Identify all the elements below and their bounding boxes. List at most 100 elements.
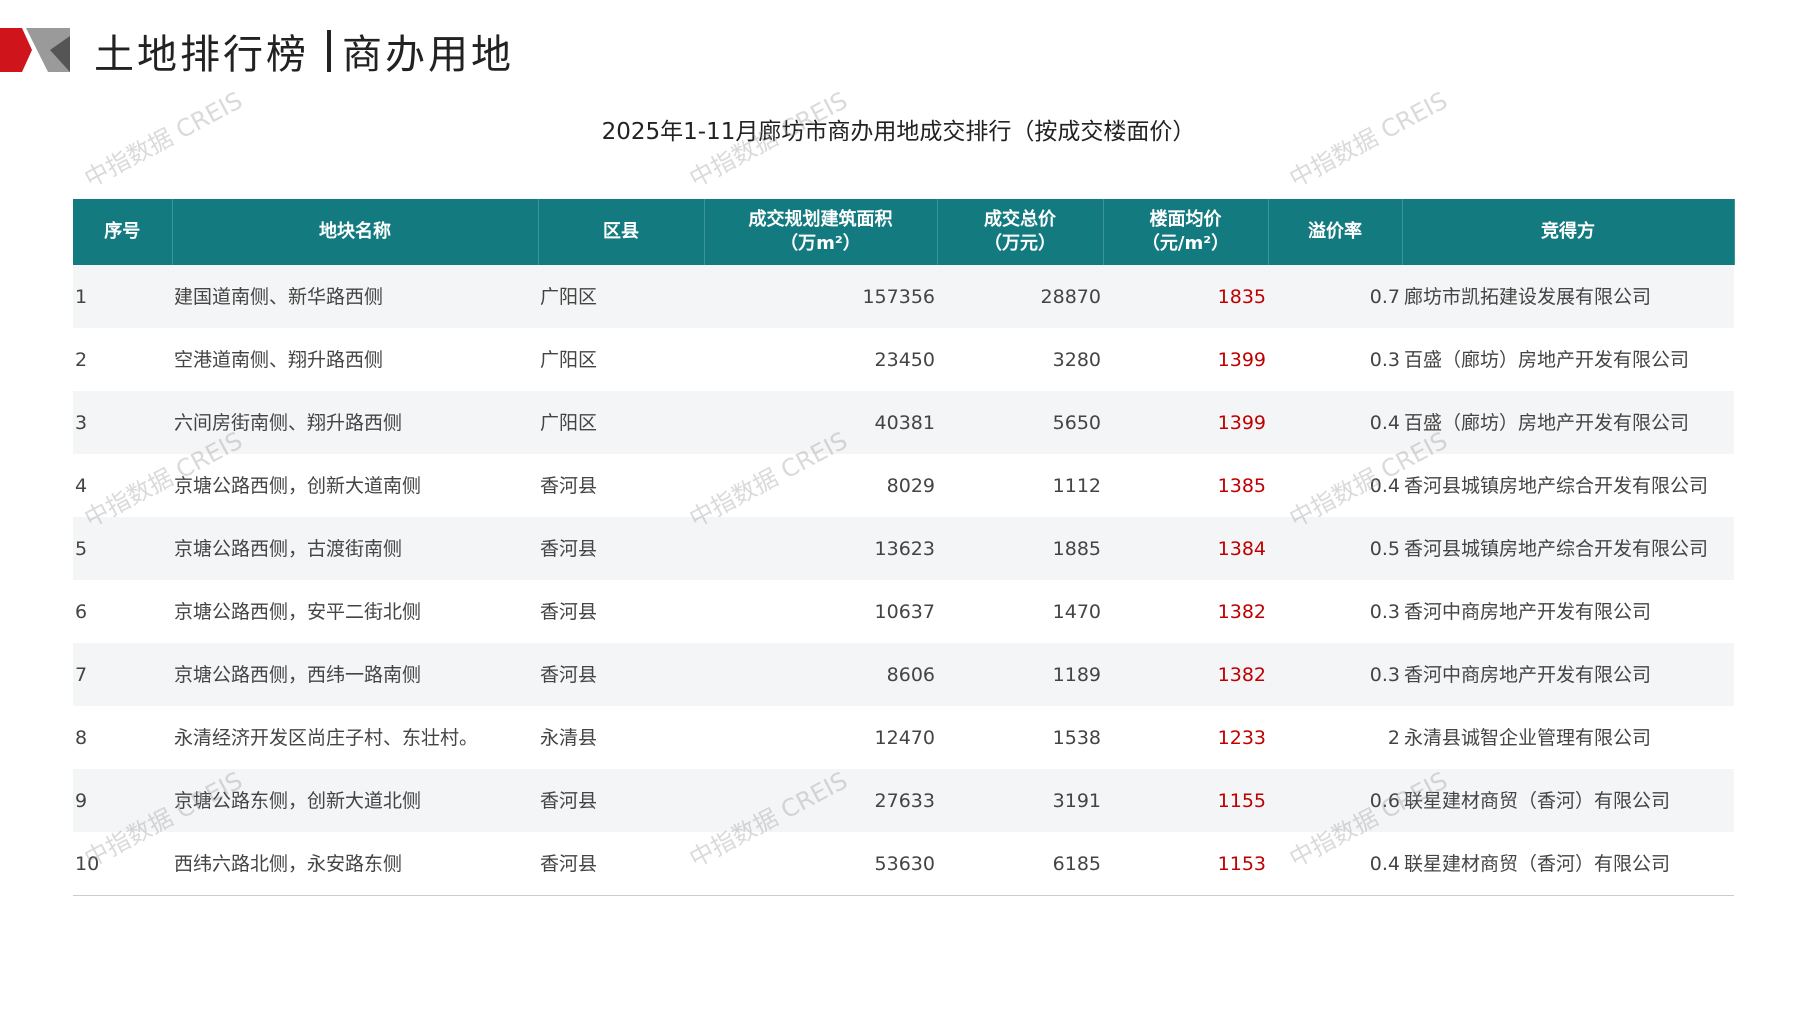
table-cell: 3280 <box>1052 348 1101 371</box>
table-cell: 1470 <box>1052 600 1101 623</box>
table-cell: 广阳区 <box>538 265 704 328</box>
logo <box>0 28 70 72</box>
table-cell: 百盛（廊坊）房地产开发有限公司 <box>1402 391 1734 454</box>
table-cell: 香河县城镇房地产综合开发有限公司 <box>1402 517 1734 580</box>
table-cell: 9 <box>73 769 172 832</box>
table-cell: 永清县诚智企业管理有限公司 <box>1404 726 1652 749</box>
table-cell: 1382 <box>1103 643 1268 706</box>
table-cell: 京塘公路东侧，创新大道北侧 <box>172 769 538 832</box>
table-cell: 香河中商房地产开发有限公司 <box>1402 643 1734 706</box>
table-cell: 3191 <box>937 769 1103 832</box>
table-cell: 8606 <box>704 643 937 706</box>
table-cell: 西纬六路北侧，永安路东侧 <box>172 832 538 896</box>
table-cell: 香河中商房地产开发有限公司 <box>1404 600 1652 623</box>
column-header: 成交总价 （万元） <box>937 199 1104 265</box>
table-cell: 1384 <box>1103 517 1268 580</box>
table-row: 3 六间房街南侧、翔升路西侧 广阳区 40381 5650 1399 0.4 百盛（廊坊）房地… <box>73 391 1734 454</box>
table-cell: 0.5 <box>1268 517 1402 580</box>
table-cell: 香河县 <box>540 600 598 623</box>
table-cell: 23450 <box>874 348 935 371</box>
table-row: 10 西纬六路北侧，永安路东侧 香河县 53630 6185 1153 0.4 联星建材商贸（… <box>73 832 1734 896</box>
table-cell: 京塘公路西侧，创新大道南侧 <box>174 474 422 497</box>
table-cell: 12470 <box>874 726 935 749</box>
table-cell: 1538 <box>1052 726 1101 749</box>
table-cell: 联星建材商贸（香河）有限公司 <box>1402 832 1734 896</box>
table-row: 6 京塘公路西侧，安平二街北侧 香河县 10637 1470 1382 0.3 香河中商房地产… <box>73 580 1734 643</box>
table-row: 8 永清经济开发区尚庄子村、东壮村。 永清县 12470 1538 1233 2 永清县诚智企… <box>73 706 1734 769</box>
title: 商办用地 <box>342 32 514 78</box>
table-cell: 建国道南侧、新华路西侧 <box>172 265 538 328</box>
table-cell: 5650 <box>937 391 1103 454</box>
table-cell: 永清县 <box>540 726 598 749</box>
column-header: 地块名称 <box>172 199 539 265</box>
table-cell: 0.6 <box>1268 769 1402 832</box>
table: 序号 地块名称 区县 成交规划建筑面积 （万m²） 成交总价 （万元） 楼面均价 （元/m… <box>73 199 1735 896</box>
table-cell: 1385 <box>1217 474 1266 497</box>
table-cell: 157356 <box>704 265 937 328</box>
table-row: 1 建国道南侧、新华路西侧 广阳区 157356 28870 1835 0.7 廊坊市凯拓建设… <box>73 265 1734 328</box>
table-cell: 53630 <box>704 832 937 896</box>
table-cell: 0.4 <box>1268 391 1402 454</box>
table-cell: 京塘公路西侧，西纬一路南侧 <box>172 643 538 706</box>
table-cell: 8 <box>75 726 88 749</box>
column-header: 竞得方 <box>1402 199 1735 265</box>
table-cell: 香河县城镇房地产综合开发有限公司 <box>1404 474 1709 497</box>
table-cell: 1112 <box>1052 474 1101 497</box>
table-cell: 京塘公路西侧，古渡街南侧 <box>172 517 538 580</box>
header-row: 序号 地块名称 区县 成交规划建筑面积 （万m²） 成交总价 （万元） 楼面均价 （元/m… <box>73 199 1735 265</box>
table-cell: 香河县 <box>538 769 704 832</box>
table-cell: 香河县 <box>538 517 704 580</box>
table-cell: 6 <box>75 600 88 623</box>
table-row: 9 京塘公路东侧，创新大道北侧 香河县 27633 3191 1155 0.6 联星建材商贸（… <box>73 769 1734 832</box>
table-cell: 廊坊市凯拓建设发展有限公司 <box>1402 265 1734 328</box>
table-cell: 1835 <box>1103 265 1268 328</box>
table-cell: 香河县 <box>538 643 704 706</box>
column-header: 溢价率 <box>1268 199 1403 265</box>
table-cell: 10 <box>73 832 172 896</box>
table-row: 5 京塘公路西侧，古渡街南侧 香河县 13623 1885 1384 0.5 香河县城镇房地产… <box>73 517 1734 580</box>
table-cell: 10637 <box>874 600 935 623</box>
table-cell: 3 <box>73 391 172 454</box>
title-divider <box>327 30 331 72</box>
table-cell: 2 <box>75 348 88 371</box>
table-cell: 8029 <box>886 474 935 497</box>
column-header: 楼面均价 （元/m²） <box>1103 199 1269 265</box>
column-header: 序号 <box>73 199 173 265</box>
table-body: 1 建国道南侧、新华路西侧 广阳区 157356 28870 1835 0.7 廊坊市凯拓建设… <box>73 265 1734 896</box>
table-row: 2 空港道南侧、翔升路西侧 广阳区 23450 3280 1399 0.3 百盛（廊坊）房地产… <box>73 328 1734 391</box>
table-cell: 京塘公路西侧，安平二街北侧 <box>174 600 422 623</box>
table-cell: 7 <box>73 643 172 706</box>
table-cell: 1 <box>73 265 172 328</box>
table-cell: 13623 <box>704 517 937 580</box>
column-header: 成交规划建筑面积 （万m²） <box>704 199 938 265</box>
table-cell: 空港道南侧、翔升路西侧 <box>174 348 384 371</box>
table-cell: 27633 <box>704 769 937 832</box>
table-cell: 联星建材商贸（香河）有限公司 <box>1402 769 1734 832</box>
title: 土地排行榜 <box>94 32 309 78</box>
table-cell: 1189 <box>937 643 1103 706</box>
table-cell: 百盛（廊坊）房地产开发有限公司 <box>1404 348 1690 371</box>
table-cell: 1382 <box>1217 600 1266 623</box>
table-cell: 1399 <box>1103 391 1268 454</box>
table-cell: 0.4 <box>1268 832 1402 896</box>
table-cell: 1153 <box>1103 832 1268 896</box>
table-cell: 1233 <box>1217 726 1266 749</box>
table-cell: 香河县 <box>540 474 598 497</box>
table-cell: 6185 <box>937 832 1103 896</box>
column-header: 区县 <box>538 199 705 265</box>
table-cell: 永清经济开发区尚庄子村、东壮村。 <box>174 726 479 749</box>
table-cell: 0.4 <box>1369 474 1400 497</box>
table-cell: 1885 <box>937 517 1103 580</box>
table-row: 4 京塘公路西侧，创新大道南侧 香河县 8029 1112 1385 0.4 香河县城镇房地产… <box>73 454 1734 517</box>
table-cell: 0.7 <box>1268 265 1402 328</box>
table-cell: 0.3 <box>1369 348 1400 371</box>
table-cell: 1155 <box>1103 769 1268 832</box>
table-cell: 2 <box>1387 726 1400 749</box>
table-cell: 香河县 <box>538 832 704 896</box>
table-cell: 0.3 <box>1369 600 1400 623</box>
table-cell: 28870 <box>937 265 1103 328</box>
table-cell: 0.3 <box>1268 643 1402 706</box>
table-cell: 广阳区 <box>538 391 704 454</box>
table-cell: 40381 <box>704 391 937 454</box>
